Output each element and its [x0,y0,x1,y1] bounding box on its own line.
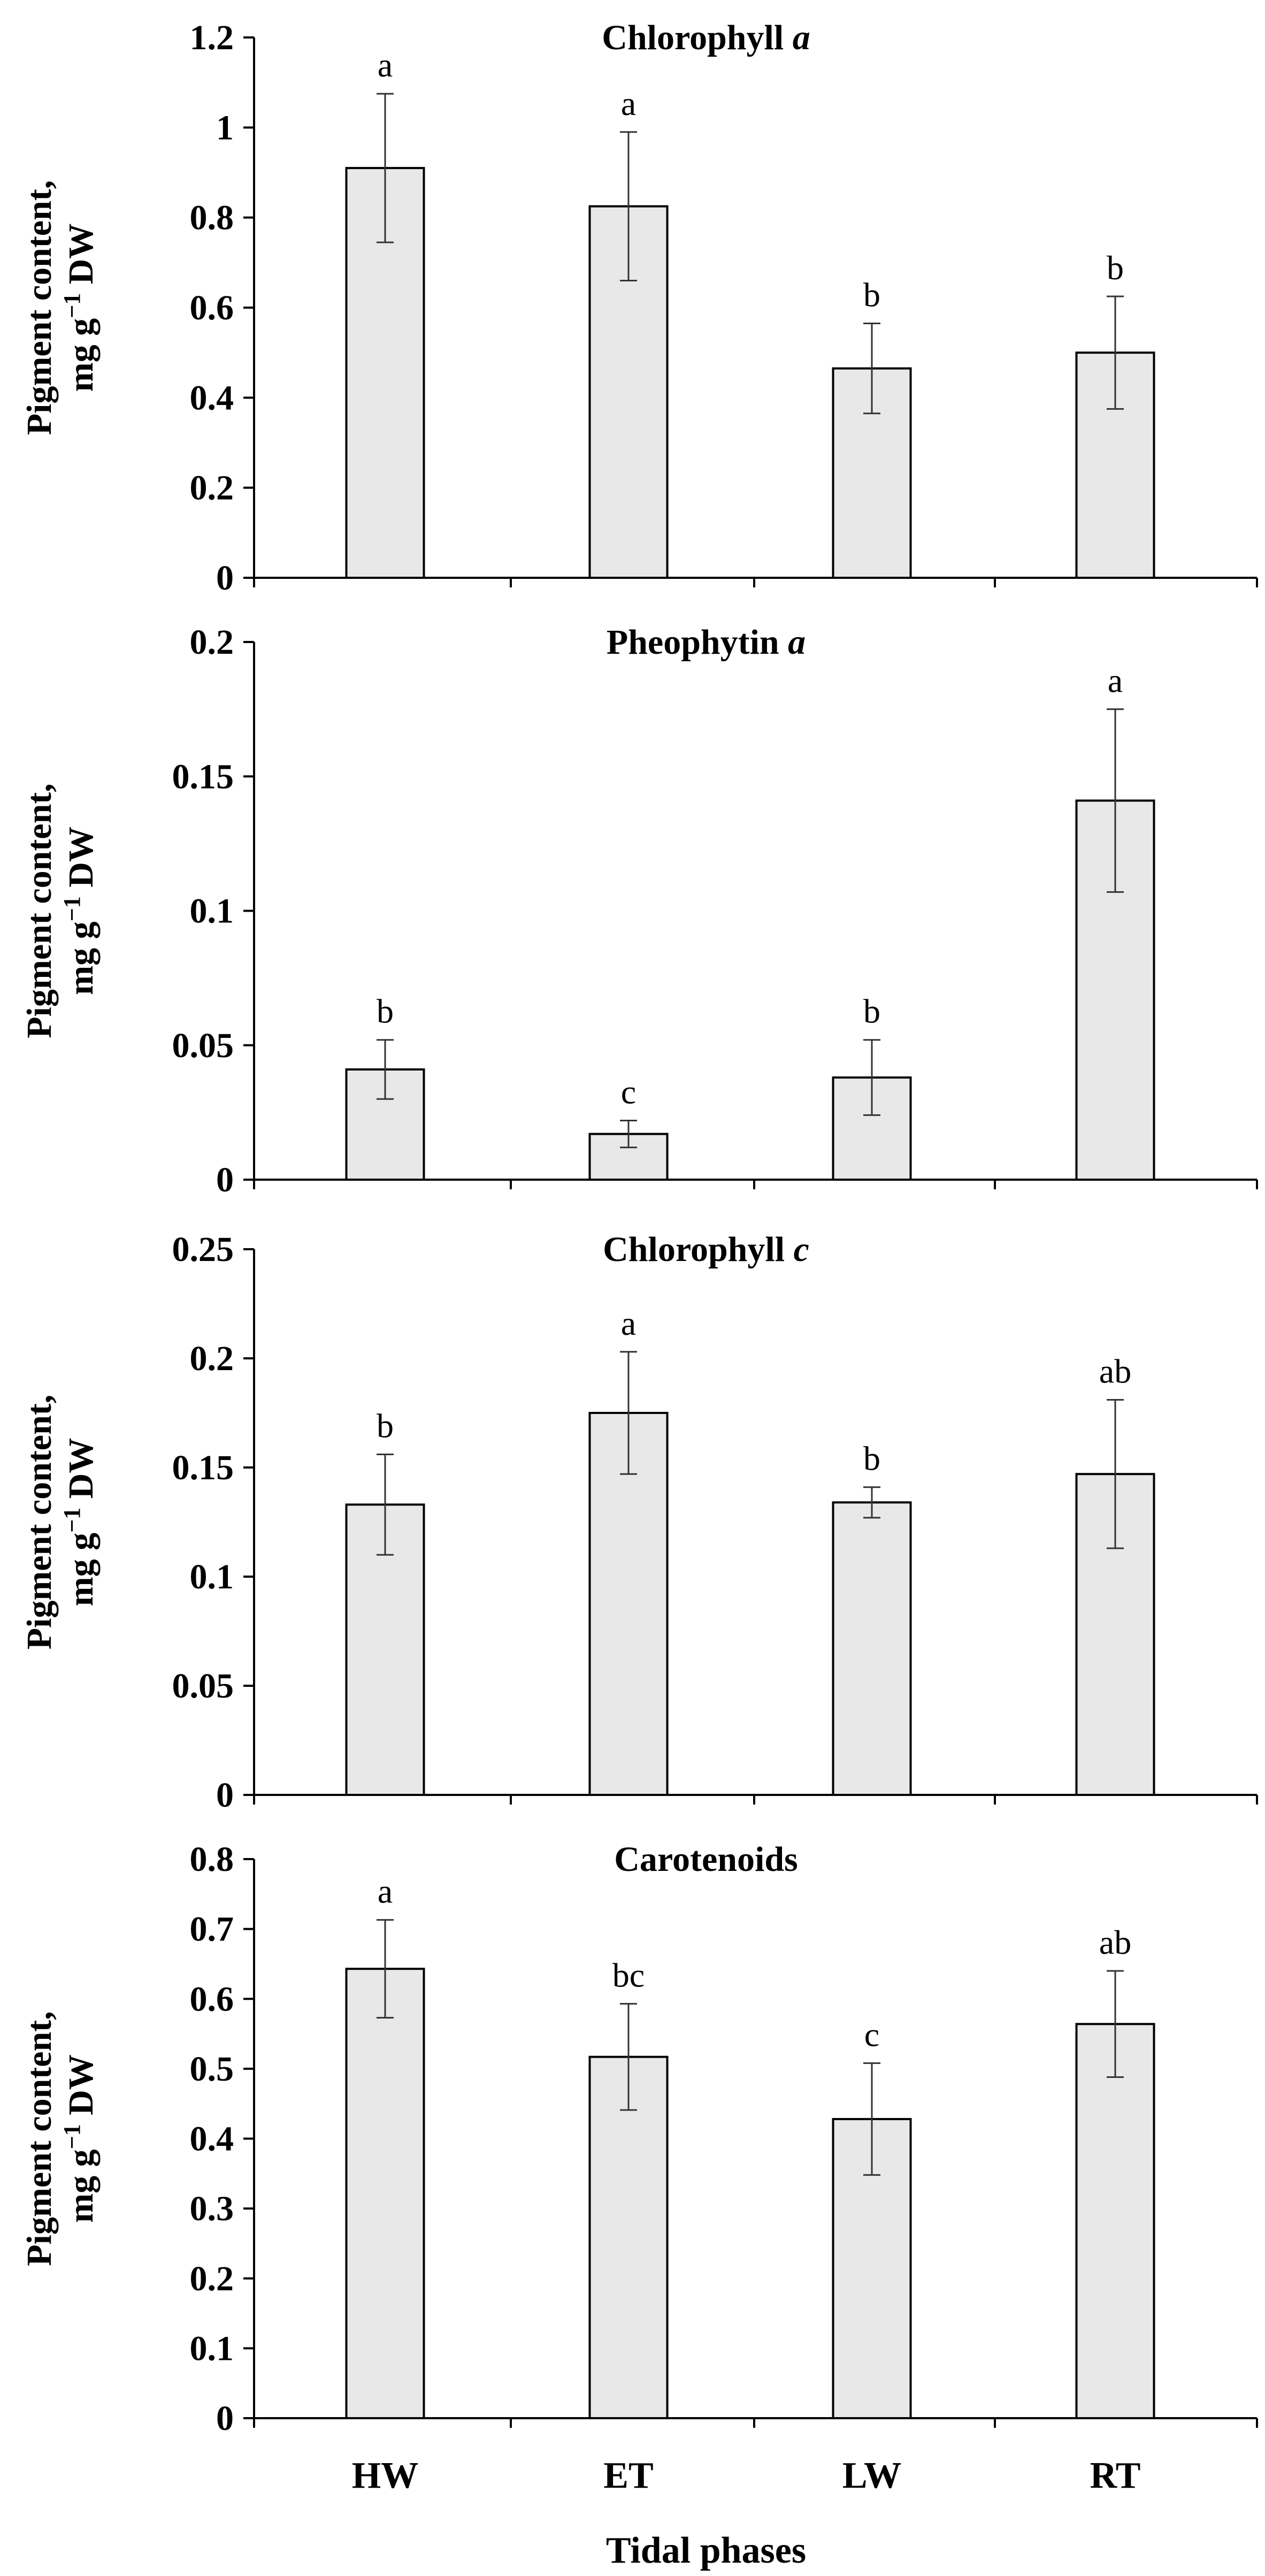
y-axis-title-line1: Pigment content, [20,2011,59,2266]
x-tick-label: HW [352,2455,418,2496]
y-axis-title: Pigment content, mg g−1 DW [20,180,101,435]
bar-hw [345,1968,425,2420]
bar-rt [1075,2023,1155,2419]
y-tick-label: 0 [216,1160,234,1199]
y-tick-label: 0.1 [190,1557,234,1596]
significance-label: b [863,992,880,1030]
significance-label: ab [1099,1923,1131,1961]
panel-title: Chlorophyll a [602,18,810,57]
y-axis-title-line2: mg g−1 DW [59,827,101,995]
y-axis-title: Pigment content, mg g−1 DW [20,2011,101,2266]
y-tick-label: 0.4 [190,378,234,417]
y-axis-title-line1: Pigment content, [20,180,59,435]
x-axis-title: Tidal phases [606,2530,806,2571]
y-tick-label: 0 [216,1776,234,1815]
y-tick-label: 0.1 [190,2329,234,2368]
y-axis-title-line1: Pigment content, [20,1395,59,1650]
y-tick-label: 0.8 [190,198,234,238]
y-tick-label: 0.8 [190,1840,234,1879]
significance-label: ab [1099,1352,1131,1390]
y-tick-label: 0.3 [190,2189,234,2228]
bar-et [588,2055,669,2419]
y-tick-label: 0.1 [190,892,234,931]
significance-label: b [863,1440,880,1478]
bar-lw [832,1501,912,1796]
y-tick-label: 0.4 [190,2120,234,2159]
y-axis-title: Pigment content, mg g−1 DW [20,783,101,1038]
y-tick-label: 0 [216,2399,234,2438]
x-tick-label: RT [1090,2455,1141,2496]
y-axis-title: Pigment content, mg g−1 DW [20,1395,101,1650]
y-tick-label: 1 [216,108,234,147]
panel-title: Chlorophyll c [603,1230,809,1269]
y-tick-label: 0.5 [190,2050,234,2089]
significance-label: c [621,1073,636,1111]
x-tick-label: ET [603,2455,653,2496]
y-tick-label: 0.15 [172,757,234,796]
y-axis-title-line2: mg g−1 DW [59,224,101,392]
significance-label: a [621,1304,636,1342]
significance-label: a [378,1872,393,1910]
significance-label: c [864,2015,879,2053]
y-tick-label: 0.25 [172,1230,234,1269]
y-tick-label: 0.7 [190,1910,234,1949]
y-tick-label: 1.2 [190,18,234,57]
significance-label: b [1107,249,1124,287]
significance-label: a [621,85,636,123]
panel-4: 0 0.1 0.2 0.3 0.4 0.5 0.6 0.7 0.8 a bc c ab Carotenoi… [20,1840,1258,2438]
panel-1: 0 0.2 0.4 0.6 0.8 1 1.2 a a b b Chlorophyll a Pigmen… [20,18,1258,598]
y-axis-title-line1: Pigment content, [20,783,59,1038]
y-tick-label: 0 [216,559,234,598]
y-tick-label: 0.05 [172,1667,234,1706]
significance-label: b [863,276,880,314]
y-tick-label: 0.6 [190,1979,234,2019]
y-tick-label: 0.2 [190,2259,234,2298]
x-tick-label: LW [842,2455,901,2496]
y-tick-label: 0.15 [172,1448,234,1487]
significance-label: a [1108,662,1123,700]
significance-label: bc [612,1956,645,1994]
x-category-labels: HW ET LW RT [352,2455,1141,2496]
panel-2: 0 0.05 0.1 0.15 0.2 b c b a Pheophytin a Pigment c… [20,623,1258,1199]
significance-label: b [377,992,394,1030]
panel-title: Carotenoids [614,1840,798,1879]
y-tick-label: 0.2 [190,469,234,508]
y-axis-title-line2: mg g−1 DW [59,2054,101,2223]
panel-title: Pheophytin a [607,623,806,662]
y-axis-title-line2: mg g−1 DW [59,1438,101,1607]
significance-label: b [377,1407,394,1445]
significance-label: a [378,46,393,84]
y-tick-label: 0.05 [172,1026,234,1065]
y-tick-label: 0.2 [190,623,234,662]
y-tick-label: 0.6 [190,288,234,327]
y-tick-label: 0.2 [190,1339,234,1378]
